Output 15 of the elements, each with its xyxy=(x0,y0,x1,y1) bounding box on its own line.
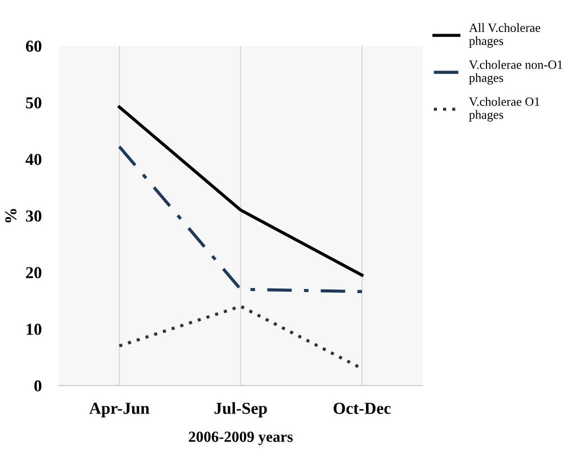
x-tick-label: Jul-Sep xyxy=(214,402,267,418)
y-tick-label: 40 xyxy=(26,154,42,166)
y-tick-label: 10 xyxy=(26,324,42,335)
x-tick-label: Oct-Dec xyxy=(334,402,391,414)
y-tick-label: 50 xyxy=(26,97,42,108)
y-tick-label: 60 xyxy=(26,40,42,52)
y-tick-label: 0 xyxy=(34,380,42,392)
y-tick-label: 30 xyxy=(26,210,42,222)
y-axis-title: % xyxy=(5,208,16,222)
x-axis-title: 2006-2009 years xyxy=(188,432,293,446)
y-tick-label: 20 xyxy=(26,267,42,278)
legend-label: V.cholerae O1 phages xyxy=(469,97,540,122)
legend-label: All V.cholerae phages xyxy=(469,23,540,48)
x-tick-label: Apr-Jun xyxy=(89,402,150,418)
legend-label: V.cholerae non-O1 phages xyxy=(469,60,562,85)
